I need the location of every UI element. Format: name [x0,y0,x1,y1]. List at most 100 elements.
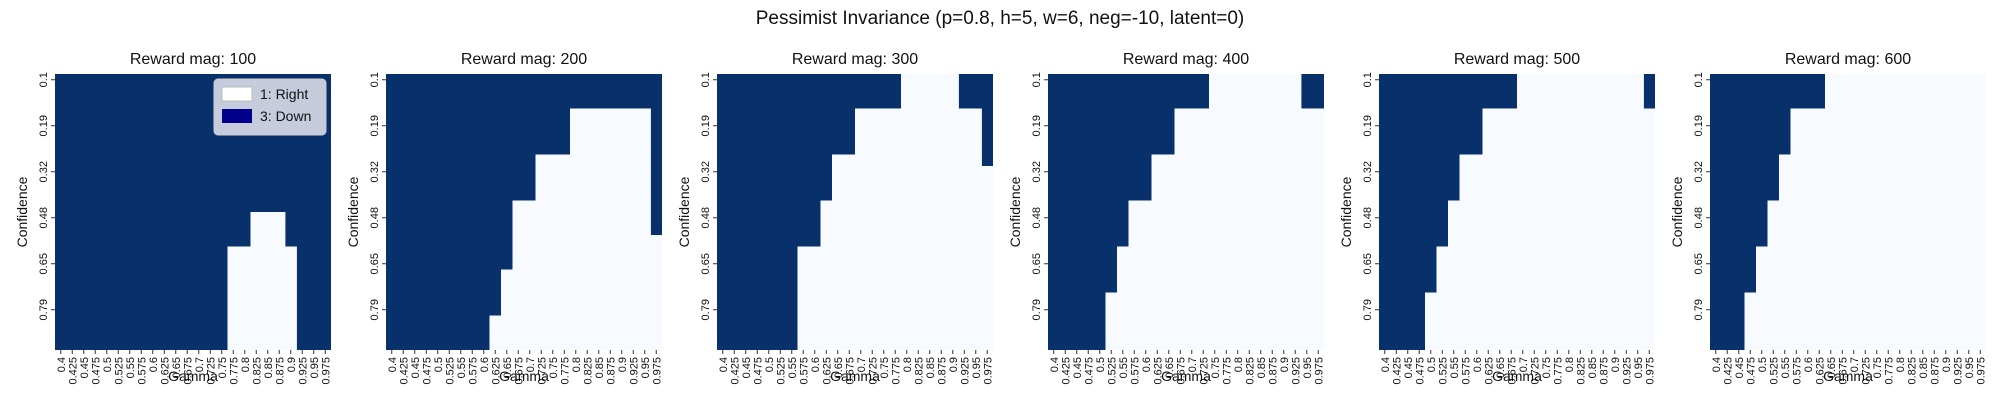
heatmap-cell-right [1209,97,1302,109]
x-tick-label: 0.725 [205,357,217,385]
heatmap-cell-right [1790,108,1987,121]
y-tick-label: 0.65 [1031,253,1043,274]
panel-title: Reward mag: 200 [461,51,587,68]
x-tick-label: 0.45 [1072,357,1084,378]
x-tick-label: 0.7 [856,357,868,372]
heatmap-cell-right [1105,315,1325,328]
x-tick-label: 0.8 [1895,357,1907,372]
x-tick-label: 0.7 [525,357,537,372]
x-tick-label: 0.875 [936,357,948,385]
y-tick-label: 0.48 [369,207,381,228]
x-axis-label: Gamma [1492,368,1542,384]
heatmap-cell-right [1517,74,1644,86]
heatmap-cell-right [1117,246,1325,259]
heatmap-cell-right [1425,327,1656,339]
heatmap-cell-right [820,200,994,213]
y-tick-label: 0.32 [38,161,50,182]
heatmap-cell-right [1459,154,1656,167]
y-tick-label: 0.65 [1362,253,1374,274]
x-tick-label: 0.55 [1118,357,1130,378]
heatmap-cell-right [1756,258,1987,270]
x-tick-label: 0.7 [1849,357,1861,372]
x-tick-label: 0.55 [456,357,468,378]
heatmap-cell-right [820,223,994,236]
y-tick-label: 0.48 [1031,207,1043,228]
heatmap-cell-right [227,315,297,328]
y-tick-label: 0.32 [1031,161,1043,182]
x-tick-label: 0.425 [398,357,410,385]
heatmap-cell-right [1744,338,1987,351]
y-tick-label: 0.19 [1031,115,1043,136]
heatmap-cell-right [570,108,651,121]
y-tick-label: 0.19 [700,115,712,136]
panel-title: Reward mag: 300 [792,51,918,68]
heatmap-cell-right [1174,120,1325,132]
legend-label: 3: Down [260,108,311,124]
heatmap-cell-right [1105,338,1325,351]
heatmap-cell-right [797,327,994,339]
heatmap-cell-right [1174,143,1325,155]
x-tick-label: 0.4 [718,357,730,372]
heatmap-cell-right [250,235,286,247]
heatmap-cell-right [501,269,663,282]
heatmap-cell-right [1105,304,1325,316]
heatmap-cell-right [1767,200,1987,213]
x-tick-label: 0.625 [159,357,171,385]
x-axis-label: Gamma [1823,368,1873,384]
heatmap-cell-right [250,212,286,224]
heatmap-cell-right [1151,177,1325,190]
heatmap-cell-right [1128,212,1325,224]
y-axis-label: Confidence [676,176,692,247]
panel-title: Reward mag: 400 [1123,51,1249,68]
x-tick-label: 0.6 [1141,357,1153,372]
figure-title: Pessimist Invariance (p=0.8, h=5, w=6, n… [756,8,1244,29]
x-tick-label: 0.4 [1380,357,1392,372]
heatmap-cell-right [1779,154,1987,167]
x-tick-label: 0.6 [1803,357,1815,372]
x-tick-label: 0.825 [251,357,263,385]
heatmap-cell-right [1825,85,1987,98]
x-tick-label: 0.925 [628,357,640,385]
x-tick-label: 0.95 [640,357,652,378]
heatmap-cell-right [512,258,663,270]
x-tick-label: 0.425 [67,357,79,385]
x-tick-label: 0.475 [1414,357,1426,385]
x-tick-label: 0.575 [1460,357,1472,385]
heatmap-cell-right [1105,292,1325,305]
heatmap-cell-right [1448,223,1656,236]
panel-title: Reward mag: 500 [1454,51,1580,68]
heatmap-cell-right [1425,292,1656,305]
y-tick-label: 0.79 [1031,299,1043,320]
y-axis-label: Confidence [345,176,361,247]
x-tick-label: 0.625 [1152,357,1164,385]
x-tick-label: 0.525 [1437,357,1449,385]
x-tick-label: 0.775 [228,357,240,385]
heatmap-cell-right [1117,269,1325,282]
x-tick-label: 0.675 [844,357,856,385]
x-tick-label: 0.725 [867,357,879,385]
panel-title: Reward mag: 100 [130,51,256,68]
heatmap-cell-right [820,235,994,247]
heatmap-cell-right [1425,338,1656,351]
y-tick-label: 0.19 [38,115,50,136]
x-tick-label: 0.75 [1541,357,1553,378]
x-tick-label: 0.875 [605,357,617,385]
x-axis-label: Gamma [830,368,880,384]
y-tick-label: 0.65 [700,253,712,274]
x-tick-label: 0.75 [1872,357,1884,378]
x-tick-label: 0.9 [948,357,960,372]
x-tick-label: 0.525 [1768,357,1780,385]
x-tick-label: 0.6 [148,357,160,372]
x-tick-label: 0.975 [320,357,332,385]
heatmap-cell-right [1517,85,1644,98]
heatmap-cell-right [1482,120,1656,132]
x-tick-label: 0.6 [810,357,822,372]
x-tick-label: 0.9 [286,357,298,372]
x-tick-label: 0.425 [1722,357,1734,385]
heatmap-cell-right [855,143,982,155]
x-tick-label: 0.65 [1164,357,1176,378]
y-tick-label: 0.32 [1362,161,1374,182]
y-axis-label: Confidence [1007,176,1023,247]
x-tick-label: 0.6 [479,357,491,372]
heatmap-cell-right [1448,200,1656,213]
